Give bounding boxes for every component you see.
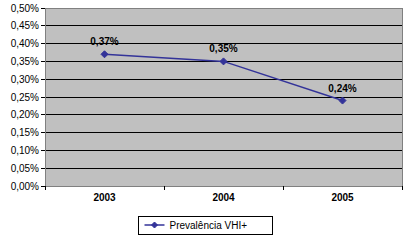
y-tick bbox=[41, 97, 45, 98]
y-tick bbox=[41, 150, 45, 151]
y-tick bbox=[41, 79, 45, 80]
series-line bbox=[105, 54, 343, 100]
x-tick-divider bbox=[164, 186, 165, 190]
series-group bbox=[101, 51, 346, 104]
grid-line bbox=[45, 79, 402, 80]
grid-line bbox=[45, 114, 402, 115]
y-tick-label: 0,45% bbox=[11, 20, 39, 31]
x-tick-label: 2005 bbox=[331, 192, 354, 203]
y-tick-label: 0,15% bbox=[11, 127, 39, 138]
chart-container: 0,00% 0,05% 0,10% 0,15% 0,20% 0,25% 0,30% 0,35%… bbox=[0, 0, 408, 244]
x-tick-label: 2004 bbox=[212, 192, 235, 203]
chart-svg: 0,00% 0,05% 0,10% 0,15% 0,20% 0,25% 0,30% 0,35%… bbox=[0, 0, 408, 244]
grid-line bbox=[45, 132, 402, 133]
x-tick-divider bbox=[45, 186, 46, 190]
y-tick-label: 0,30% bbox=[11, 74, 39, 85]
data-label: 0,24% bbox=[328, 83, 356, 94]
y-tick-label: 0,50% bbox=[11, 3, 39, 14]
x-tick-label: 2003 bbox=[93, 192, 116, 203]
y-tick-label: 0,25% bbox=[11, 92, 39, 103]
y-tick-label: 0,35% bbox=[11, 56, 39, 67]
x-tick-divider bbox=[283, 186, 284, 190]
plot-area bbox=[45, 8, 402, 186]
plot-frame bbox=[45, 8, 402, 186]
x-tick-divider bbox=[402, 186, 403, 190]
y-tick bbox=[41, 43, 45, 44]
data-labels: 0,37% 0,35% 0,24% bbox=[90, 36, 356, 93]
y-tick bbox=[41, 25, 45, 26]
y-tick-label: 0,20% bbox=[11, 109, 39, 120]
grid-line bbox=[45, 150, 402, 151]
series-marker bbox=[339, 97, 346, 104]
y-tick-label: 0,05% bbox=[11, 163, 39, 174]
data-label: 0,35% bbox=[209, 43, 237, 54]
grid-line bbox=[45, 97, 402, 98]
y-tick bbox=[41, 132, 45, 133]
legend-marker bbox=[152, 222, 158, 228]
y-tick bbox=[41, 8, 45, 9]
y-tick-label: 0,10% bbox=[11, 145, 39, 156]
y-tick-label: 0,00% bbox=[11, 181, 39, 192]
data-label: 0,37% bbox=[90, 36, 118, 47]
series-marker bbox=[101, 51, 108, 58]
y-tick bbox=[41, 186, 45, 187]
y-tick bbox=[41, 61, 45, 62]
series-marker bbox=[220, 58, 227, 65]
y-tick-label: 0,40% bbox=[11, 38, 39, 49]
grid-line bbox=[45, 25, 402, 26]
y-tick bbox=[41, 168, 45, 169]
legend-label: Prevalência VHI+ bbox=[170, 220, 248, 231]
y-tick bbox=[41, 114, 45, 115]
legend: Prevalência VHI+ bbox=[139, 216, 273, 234]
grid-line bbox=[45, 168, 402, 169]
legend-box bbox=[139, 216, 273, 234]
